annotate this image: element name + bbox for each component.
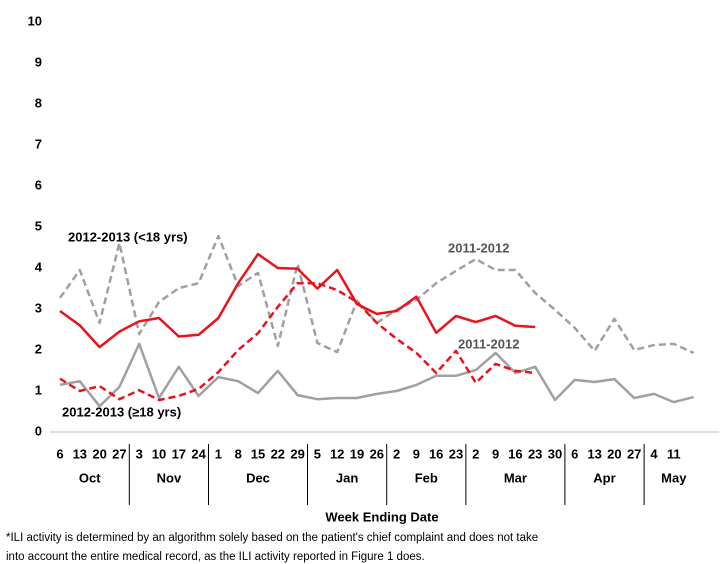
x-tick-label: 2 (393, 446, 400, 461)
x-tick-label: 10 (152, 446, 166, 461)
month-label: Oct (79, 470, 101, 485)
x-tick-label: 23 (449, 446, 463, 461)
x-tick-label: 6 (56, 446, 63, 461)
x-tick-label: 13 (73, 446, 87, 461)
x-axis-title: Week Ending Date (325, 509, 438, 524)
y-tick-label: 9 (35, 54, 42, 69)
x-tick-label: 13 (587, 446, 601, 461)
y-tick-label: 10 (28, 13, 42, 28)
series-line (59, 252, 536, 349)
month-label: Apr (593, 470, 615, 485)
y-tick-label: 4 (35, 259, 43, 274)
x-tick-label: 12 (330, 446, 344, 461)
x-tick-label: 29 (290, 446, 304, 461)
footnote: *ILI activity is determined by an algori… (6, 532, 538, 544)
series-annotation: 2012-2013 (<18 yrs) (68, 229, 188, 244)
x-tick-label: 15 (251, 446, 265, 461)
x-tick-label: 27 (627, 446, 641, 461)
y-tick-label: 8 (35, 95, 42, 110)
x-tick-label: 20 (607, 446, 621, 461)
month-label: May (661, 470, 687, 485)
series-annotation: 2012-2013 (≥18 yrs) (62, 404, 181, 419)
x-tick-label: 17 (172, 446, 186, 461)
x-tick-label: 22 (271, 446, 285, 461)
y-tick-label: 3 (35, 300, 42, 315)
x-tick-label: 19 (350, 446, 364, 461)
x-tick-label: 3 (136, 446, 143, 461)
series-line (58, 234, 695, 355)
x-tick-label: 11 (667, 446, 681, 461)
series-line (59, 342, 694, 408)
x-tick-label: 24 (191, 446, 206, 461)
series-annotation: 2011-2012 (448, 240, 509, 255)
x-tick-label: 16 (429, 446, 443, 461)
x-tick-label: 16 (508, 446, 522, 461)
x-tick-label: 20 (92, 446, 106, 461)
x-tick-label: 9 (492, 446, 499, 461)
x-tick-label: 2 (472, 446, 479, 461)
month-label: Jan (336, 470, 358, 485)
series-line (59, 281, 536, 402)
month-label: Nov (157, 470, 182, 485)
footnote: into account the entire medical record, … (6, 551, 425, 563)
x-tick-label: 30 (548, 446, 562, 461)
x-tick-label: 1 (215, 446, 222, 461)
y-tick-label: 7 (35, 136, 42, 151)
y-tick-label: 1 (35, 382, 42, 397)
x-tick-label: 6 (571, 446, 578, 461)
x-tick-label: 27 (112, 446, 126, 461)
month-label: Mar (504, 470, 527, 485)
x-tick-label: 23 (528, 446, 542, 461)
y-tick-label: 5 (35, 218, 42, 233)
x-tick-label: 5 (314, 446, 321, 461)
month-label: Feb (415, 470, 438, 485)
y-tick-label: 6 (35, 177, 42, 192)
x-tick-label: 26 (370, 446, 384, 461)
x-tick-label: 9 (413, 446, 420, 461)
month-label: Dec (246, 470, 270, 485)
x-tick-label: 8 (235, 446, 242, 461)
y-tick-label: 2 (35, 341, 42, 356)
series-annotation: 2011-2012 (458, 336, 519, 351)
y-tick-label: 0 (35, 423, 42, 438)
x-tick-label: 4 (650, 446, 658, 461)
